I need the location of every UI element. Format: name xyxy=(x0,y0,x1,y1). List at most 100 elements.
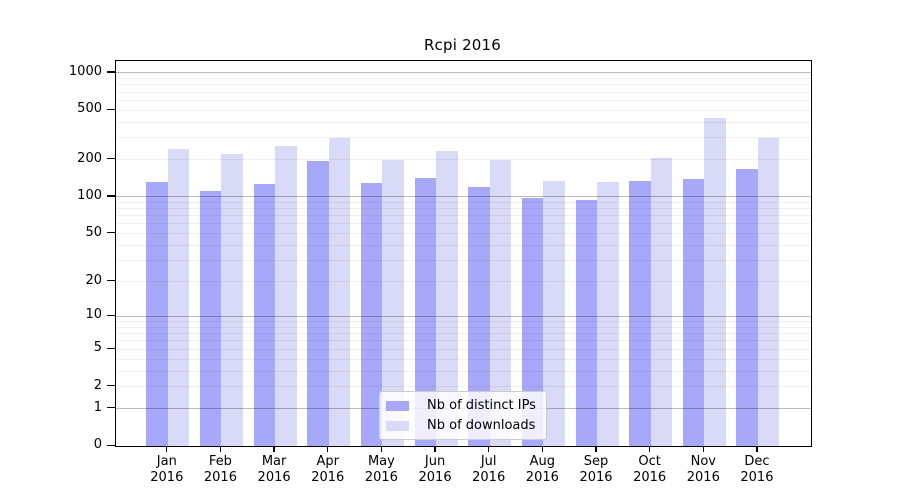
x-tick-year: 2016 xyxy=(633,469,667,485)
gridline-9 xyxy=(116,321,811,323)
x-tick-month: May xyxy=(367,454,395,469)
x-tick-month: Feb xyxy=(208,454,232,469)
gridline-300 xyxy=(116,137,811,139)
x-tick-year: 2016 xyxy=(579,469,613,485)
x-tick-label-feb: Feb 2016 xyxy=(188,454,252,485)
x-tick-label-jun: Jun 2016 xyxy=(403,454,467,485)
gridline-80 xyxy=(116,208,811,210)
y-tick-label-10: 10 xyxy=(85,307,102,323)
y-tick-label-2: 2 xyxy=(93,377,102,393)
x-tick-month: Sep xyxy=(583,454,609,469)
gridline-7 xyxy=(116,333,811,335)
x-tick-label-may: May 2016 xyxy=(349,454,413,485)
y-tick-1 xyxy=(107,407,115,409)
x-tick-month: Jul xyxy=(480,454,497,469)
x-tick-month: Dec xyxy=(744,454,770,469)
bar-downloads-aug xyxy=(543,181,565,446)
legend-label-distinct-ips: Nb of distinct IPs xyxy=(427,398,536,413)
y-tick-label-5: 5 xyxy=(93,340,102,356)
x-tick-label-jul: Jul 2016 xyxy=(457,454,521,485)
x-tick-apr xyxy=(327,446,329,453)
gridline-900 xyxy=(116,78,811,79)
x-tick-label-jan: Jan 2016 xyxy=(135,454,199,485)
bar-distinct-ips-sep xyxy=(575,200,597,446)
gridline-6 xyxy=(116,340,811,342)
gridline-8 xyxy=(116,326,811,328)
bar-distinct-ips-jun xyxy=(414,177,437,446)
x-tick-label-dec: Dec 2016 xyxy=(725,454,789,485)
gridline-10 xyxy=(116,315,811,317)
y-tick-label-1: 1 xyxy=(93,399,102,415)
bar-distinct-ips-dec xyxy=(736,168,758,446)
y-tick-5 xyxy=(107,347,115,349)
x-tick-year: 2016 xyxy=(418,469,452,485)
x-tick-month: Jan xyxy=(156,454,177,469)
gridline-700 xyxy=(116,91,811,93)
bar-downloads-dec xyxy=(757,137,780,446)
x-tick-nov xyxy=(702,446,704,453)
legend-entry-distinct-ips: Nb of distinct IPs xyxy=(386,398,536,413)
gridline-30 xyxy=(116,260,811,261)
gridline-4 xyxy=(116,358,811,360)
x-tick-month: Nov xyxy=(690,454,716,469)
legend-label-downloads: Nb of downloads xyxy=(427,418,536,433)
x-tick-year: 2016 xyxy=(257,469,291,485)
x-tick-dec xyxy=(756,446,758,453)
x-tick-month: Jun xyxy=(424,454,446,469)
x-tick-label-aug: Aug 2016 xyxy=(510,454,574,485)
legend-entry-downloads: Nb of downloads xyxy=(386,418,536,433)
bar-distinct-ips-jul xyxy=(468,186,490,446)
bar-downloads-feb xyxy=(221,154,243,446)
y-tick-2 xyxy=(107,385,115,387)
gridline-20 xyxy=(116,281,811,283)
x-tick-year: 2016 xyxy=(525,469,559,485)
x-tick-label-mar: Mar 2016 xyxy=(242,454,306,485)
x-tick-year: 2016 xyxy=(364,469,398,485)
y-tick-0 xyxy=(107,444,115,446)
gridline-100 xyxy=(116,196,811,198)
x-tick-jun xyxy=(434,446,436,453)
bar-downloads-jan xyxy=(167,148,190,446)
gridline-90 xyxy=(116,201,811,203)
legend-swatch-distinct-ips xyxy=(386,400,409,411)
bar-distinct-ips-mar xyxy=(253,184,276,446)
y-tick-label-50: 50 xyxy=(85,224,102,240)
y-tick-500 xyxy=(107,108,115,110)
x-tick-label-sep: Sep 2016 xyxy=(564,454,628,485)
x-tick-month: Oct xyxy=(638,454,661,469)
x-tick-sep xyxy=(595,446,597,453)
x-tick-feb xyxy=(219,446,222,453)
gridline-2 xyxy=(116,386,811,388)
chart-title: Rcpi 2016 xyxy=(423,36,502,54)
x-tick-year: 2016 xyxy=(686,469,720,485)
x-tick-jan xyxy=(166,446,168,453)
legend-swatch-downloads xyxy=(386,420,409,431)
bar-distinct-ips-apr xyxy=(307,160,329,446)
x-tick-oct xyxy=(649,446,651,453)
y-tick-100 xyxy=(107,195,115,197)
y-tick-200 xyxy=(107,158,115,160)
gridline-50 xyxy=(116,233,811,235)
bar-downloads-nov xyxy=(704,118,726,446)
y-tick-20 xyxy=(107,280,115,282)
bar-distinct-ips-oct xyxy=(629,180,651,446)
gridline-3 xyxy=(116,370,811,372)
bar-distinct-ips-feb xyxy=(199,190,222,446)
x-tick-label-apr: Apr 2016 xyxy=(296,454,360,485)
bar-downloads-jul xyxy=(489,159,512,446)
bar-distinct-ips-aug xyxy=(521,197,544,446)
y-tick-10 xyxy=(107,314,115,317)
y-tick-50 xyxy=(107,232,115,234)
x-tick-year: 2016 xyxy=(150,469,184,485)
x-tick-year: 2016 xyxy=(311,469,345,485)
gridline-5 xyxy=(116,348,811,350)
x-tick-month: Apr xyxy=(316,454,340,469)
x-tick-aug xyxy=(541,446,543,453)
gridline-500 xyxy=(116,109,811,111)
x-tick-label-nov: Nov 2016 xyxy=(671,454,735,485)
bar-distinct-ips-may xyxy=(360,182,383,446)
y-tick-label-100: 100 xyxy=(77,187,102,203)
x-tick-year: 2016 xyxy=(472,469,506,485)
bar-downloads-mar xyxy=(275,145,297,446)
